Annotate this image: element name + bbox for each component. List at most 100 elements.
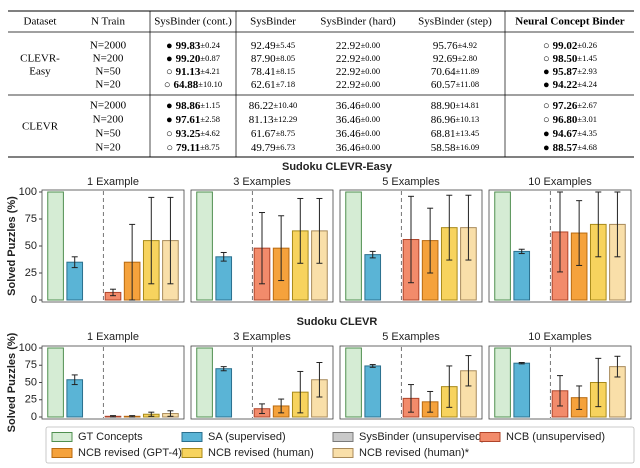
error-bar [576,200,583,266]
y-tick-label: 75 [25,213,37,225]
table-cell: 36.46±0.00 [336,114,380,126]
error-bar [110,415,116,418]
table-cell: ○ 98.50±1.45 [543,53,597,65]
chart-title: Sudoku CLEVR-Easy [282,161,393,173]
cell-mean: 49.79 [251,142,276,154]
cell-std: ±14.81 [455,100,479,110]
error-bar [220,251,227,262]
error-bar [369,250,376,259]
error-bar [148,196,155,285]
y-tick-label: 75 [25,359,37,371]
cell-mean: 94.22 [553,79,578,91]
legend-swatch [479,432,501,442]
table-cell: ○ 93.25±4.62 [166,128,220,140]
error-bar [167,196,174,285]
rank-marker: ○ [543,40,550,52]
column-header: Neural Concept Binder [515,16,625,28]
cell-std: ±4.24 [577,79,597,89]
cell-std: ±1.15 [200,100,220,110]
error-bar [71,374,78,386]
rank-marker: ● [543,128,550,140]
table-cell: 60.57±11.08 [431,79,479,91]
table-cell: 86.22±10.40 [249,100,298,112]
panel-frame [339,189,483,303]
cell-std: ±0.00 [361,114,381,124]
panel-frame [488,345,632,420]
bar [345,191,362,301]
table-cell: 58.58±16.09 [431,142,480,154]
cell-std: ±13.45 [455,128,479,138]
rank-marker: ● [166,100,173,112]
cell-mean: 62.61 [251,79,276,91]
cell-std: ±4.62 [200,128,220,138]
charts: Sudoku CLEVR-Easy Solved Puzzles (%) 1 Exa… [6,161,635,464]
table-cell: 70.64±11.89 [431,66,479,78]
cell-std: ±1.45 [577,53,597,63]
cell-mean: 36.46 [336,100,361,112]
rank-marker: ○ [164,79,171,91]
error-bar [614,355,621,378]
cell-std: ±2.67 [577,100,597,110]
table-cell: ● 94.67±4.35 [543,128,597,140]
bar [196,191,213,301]
cell-mean: 61.67 [251,128,276,140]
legend-label: GT Concepts [78,431,143,443]
error-bar [220,366,227,372]
bar [513,362,531,418]
panel-title: 1 Example [87,176,139,188]
cell-std: ±5.45 [276,40,296,50]
error-bar [427,390,434,413]
table-cell: 36.46±0.00 [336,100,380,112]
rank-marker: ○ [543,53,550,65]
n-train: N=200 [93,114,124,126]
cell-mean: 94.67 [553,128,578,140]
column-header: Dataset [24,16,57,28]
cell-mean: 91.13 [176,66,201,78]
cell-std: ±0.00 [361,79,381,89]
error-bar [595,357,602,408]
cell-mean: 99.20 [176,53,201,65]
table-cell: ● 99.20±0.87 [166,53,220,65]
rank-marker: ○ [543,114,550,126]
cell-std: ±0.00 [361,53,381,63]
cell-std: ±0.00 [361,66,381,76]
cell-std: ±4.92 [458,40,478,50]
n-train: N=2000 [90,40,127,52]
error-bar [71,256,78,269]
rank-marker: ○ [166,142,173,154]
table-cell: ● 94.22±4.24 [543,79,598,91]
panel-title: 3 Examples [233,176,291,188]
legend-label: NCB revised (GPT-4) [78,447,182,459]
bar [364,254,382,301]
y-tick-label: 50 [25,240,37,252]
rank-marker: ● [543,79,550,91]
rank-marker: ○ [166,128,173,140]
cell-mean: 79.11 [176,142,200,154]
cell-std: ±12.29 [273,114,297,124]
legend-swatch [51,448,73,458]
table-cell: 36.46±0.00 [336,128,380,140]
column-header: SysBinder (hard) [320,16,396,28]
table-cell: ● 98.86±1.15 [166,100,220,112]
legend-label: NCB (unsupervised) [506,431,605,443]
error-bar [316,361,323,398]
table-cell: ○ 79.11±8.75 [166,142,219,154]
table-cell: 92.69±2.80 [433,53,477,65]
table-cell: 95.76±4.92 [433,40,477,52]
panel-frame [339,345,483,420]
panel-frame [488,189,632,303]
cell-std: ±6.73 [276,142,296,152]
cell-mean: 97.26 [553,100,578,112]
error-bar [316,197,323,264]
error-bar [278,215,285,282]
cell-std: ±0.24 [200,40,220,50]
cell-mean: 86.22 [249,100,274,112]
panel-title: 3 Examples [233,331,291,343]
error-bar [576,385,583,410]
error-bar [297,370,304,414]
panel-title: 1 Example [87,331,139,343]
legend-label: SysBinder (unsupervised) [359,431,485,443]
cell-std: ±2.80 [458,53,478,63]
error-bar [446,194,453,261]
y-tick-label: 100 [19,186,37,198]
